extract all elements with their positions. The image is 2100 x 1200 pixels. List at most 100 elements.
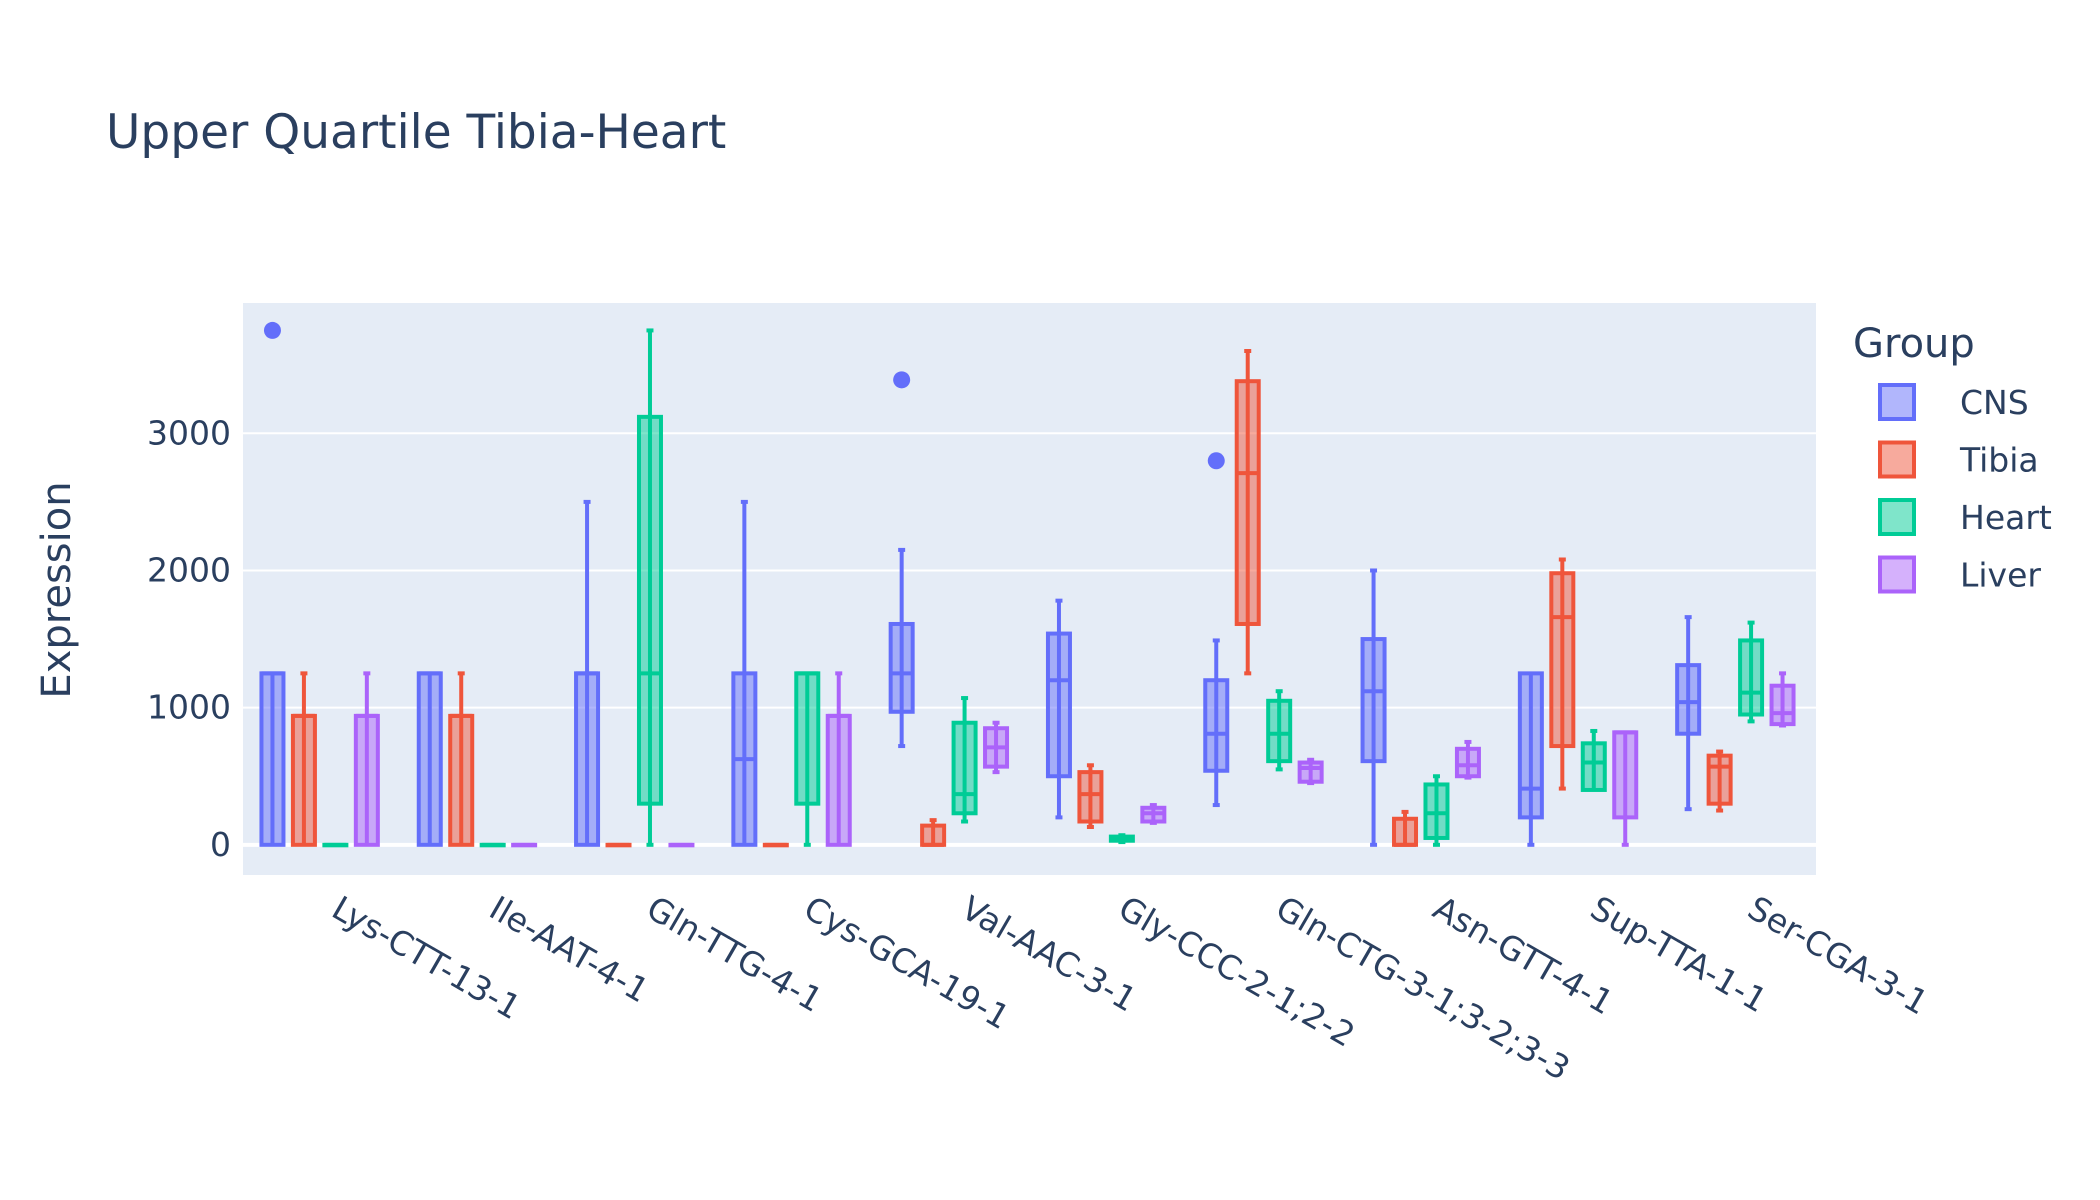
box-tibia-5	[920, 818, 947, 847]
box-heart-5	[951, 696, 978, 824]
box-body	[1549, 571, 1576, 749]
box-tibia-6	[1077, 763, 1104, 829]
x-tick-label: Gln-CTG-3-1;3-2;3-3	[1269, 888, 1576, 1088]
y-tick-label: 1000	[147, 688, 231, 727]
box-cns-3	[574, 499, 601, 847]
box-body	[574, 671, 601, 847]
legend-label: CNS	[1960, 383, 2029, 422]
box-cns-1	[259, 321, 286, 847]
box-liver-3	[668, 842, 695, 848]
box-body	[1203, 678, 1230, 773]
box-body	[448, 713, 475, 847]
series-liver	[353, 671, 1796, 848]
box-body	[825, 713, 852, 847]
legend-swatch	[1878, 555, 1916, 594]
legend-items: CNS Tibia Heart Liver	[1878, 383, 2052, 595]
box-body	[888, 621, 915, 714]
legend-label: Heart	[1960, 498, 2052, 537]
box-body	[1454, 746, 1481, 779]
outlier-point	[893, 371, 911, 389]
box-body	[1738, 638, 1765, 717]
x-tick-label: Ser-CGA-3-1	[1741, 888, 1934, 1022]
box-cns-6	[1045, 598, 1072, 820]
legend-swatch	[1878, 383, 1916, 421]
y-axis-ticks: 0 1000 2000 3000	[147, 413, 231, 864]
box-liver-7	[1297, 757, 1324, 786]
box-cns-7	[1203, 452, 1230, 808]
box-body	[1675, 663, 1702, 736]
box-body	[259, 671, 286, 847]
box-body	[353, 713, 380, 847]
box-heart-1	[322, 842, 349, 848]
legend-item-tibia: Tibia	[1878, 440, 2039, 480]
box-liver-6	[1140, 803, 1167, 825]
series-heart	[322, 328, 1765, 848]
box-liver-9	[1612, 730, 1639, 847]
box-body	[794, 671, 821, 806]
legend-item-heart: Heart	[1878, 498, 2052, 537]
legend-label: Tibia	[1959, 441, 2039, 480]
series-cns	[259, 321, 1702, 847]
box-tibia-8	[1392, 809, 1419, 847]
box-body	[290, 713, 317, 847]
legend-swatch	[1878, 440, 1916, 479]
box-tibia-4	[762, 842, 789, 848]
box-tibia-9	[1549, 557, 1576, 791]
box-body	[1706, 753, 1733, 806]
box-cns-2	[416, 671, 443, 847]
box-body	[951, 720, 978, 816]
box-liver-4	[825, 671, 852, 847]
y-tick-label: 0	[210, 825, 231, 864]
plot-area	[243, 303, 1816, 875]
box-tibia-7	[1234, 349, 1261, 676]
outlier-point	[1207, 452, 1225, 470]
box-cns-4	[731, 499, 758, 847]
y-tick-label: 3000	[147, 413, 231, 452]
legend-label: Liver	[1960, 556, 2041, 595]
box-tibia-10	[1706, 749, 1733, 813]
box-liver-10	[1769, 671, 1796, 728]
box-series	[259, 321, 1796, 848]
box-heart-7	[1266, 689, 1293, 772]
box-body	[1360, 637, 1387, 764]
legend-item-liver: Liver	[1878, 555, 2041, 595]
box-heart-6	[1108, 833, 1135, 845]
box-cns-5	[888, 371, 915, 749]
chart-title: Upper Quartile Tibia-Heart	[106, 105, 726, 160]
box-heart-4	[794, 671, 821, 847]
box-heart-9	[1580, 728, 1607, 792]
box-tibia-1	[290, 671, 317, 847]
box-body	[1423, 782, 1450, 840]
box-liver-1	[353, 671, 380, 847]
box-cns-9	[1517, 671, 1544, 847]
box-body	[1045, 631, 1072, 779]
box-tibia-2	[448, 671, 475, 847]
legend: Group CNS Tibia Heart Liver	[1853, 321, 2052, 595]
series-tibia	[290, 349, 1733, 848]
box-body	[1077, 770, 1104, 824]
box-body	[920, 823, 947, 847]
box-heart-2	[479, 842, 506, 848]
box-liver-5	[983, 720, 1010, 775]
box-body	[1234, 379, 1261, 626]
box-heart-8	[1423, 774, 1450, 847]
box-body	[1612, 730, 1639, 820]
y-axis-title: Expression	[34, 481, 80, 698]
legend-swatch	[1878, 498, 1916, 536]
box-cns-10	[1675, 615, 1702, 812]
box-body	[416, 671, 443, 847]
box-tibia-3	[605, 842, 632, 848]
outlier-point	[263, 321, 281, 339]
box-body	[1580, 741, 1607, 792]
box-body	[636, 414, 663, 806]
y-tick-label: 2000	[147, 550, 231, 589]
box-heart-3	[636, 328, 663, 847]
box-liver-8	[1454, 739, 1481, 780]
box-body	[1266, 698, 1293, 764]
box-body	[1517, 671, 1544, 820]
box-body	[1392, 816, 1419, 847]
box-liver-2	[511, 842, 538, 848]
box-body	[1769, 683, 1796, 727]
box-cns-8	[1360, 568, 1387, 847]
